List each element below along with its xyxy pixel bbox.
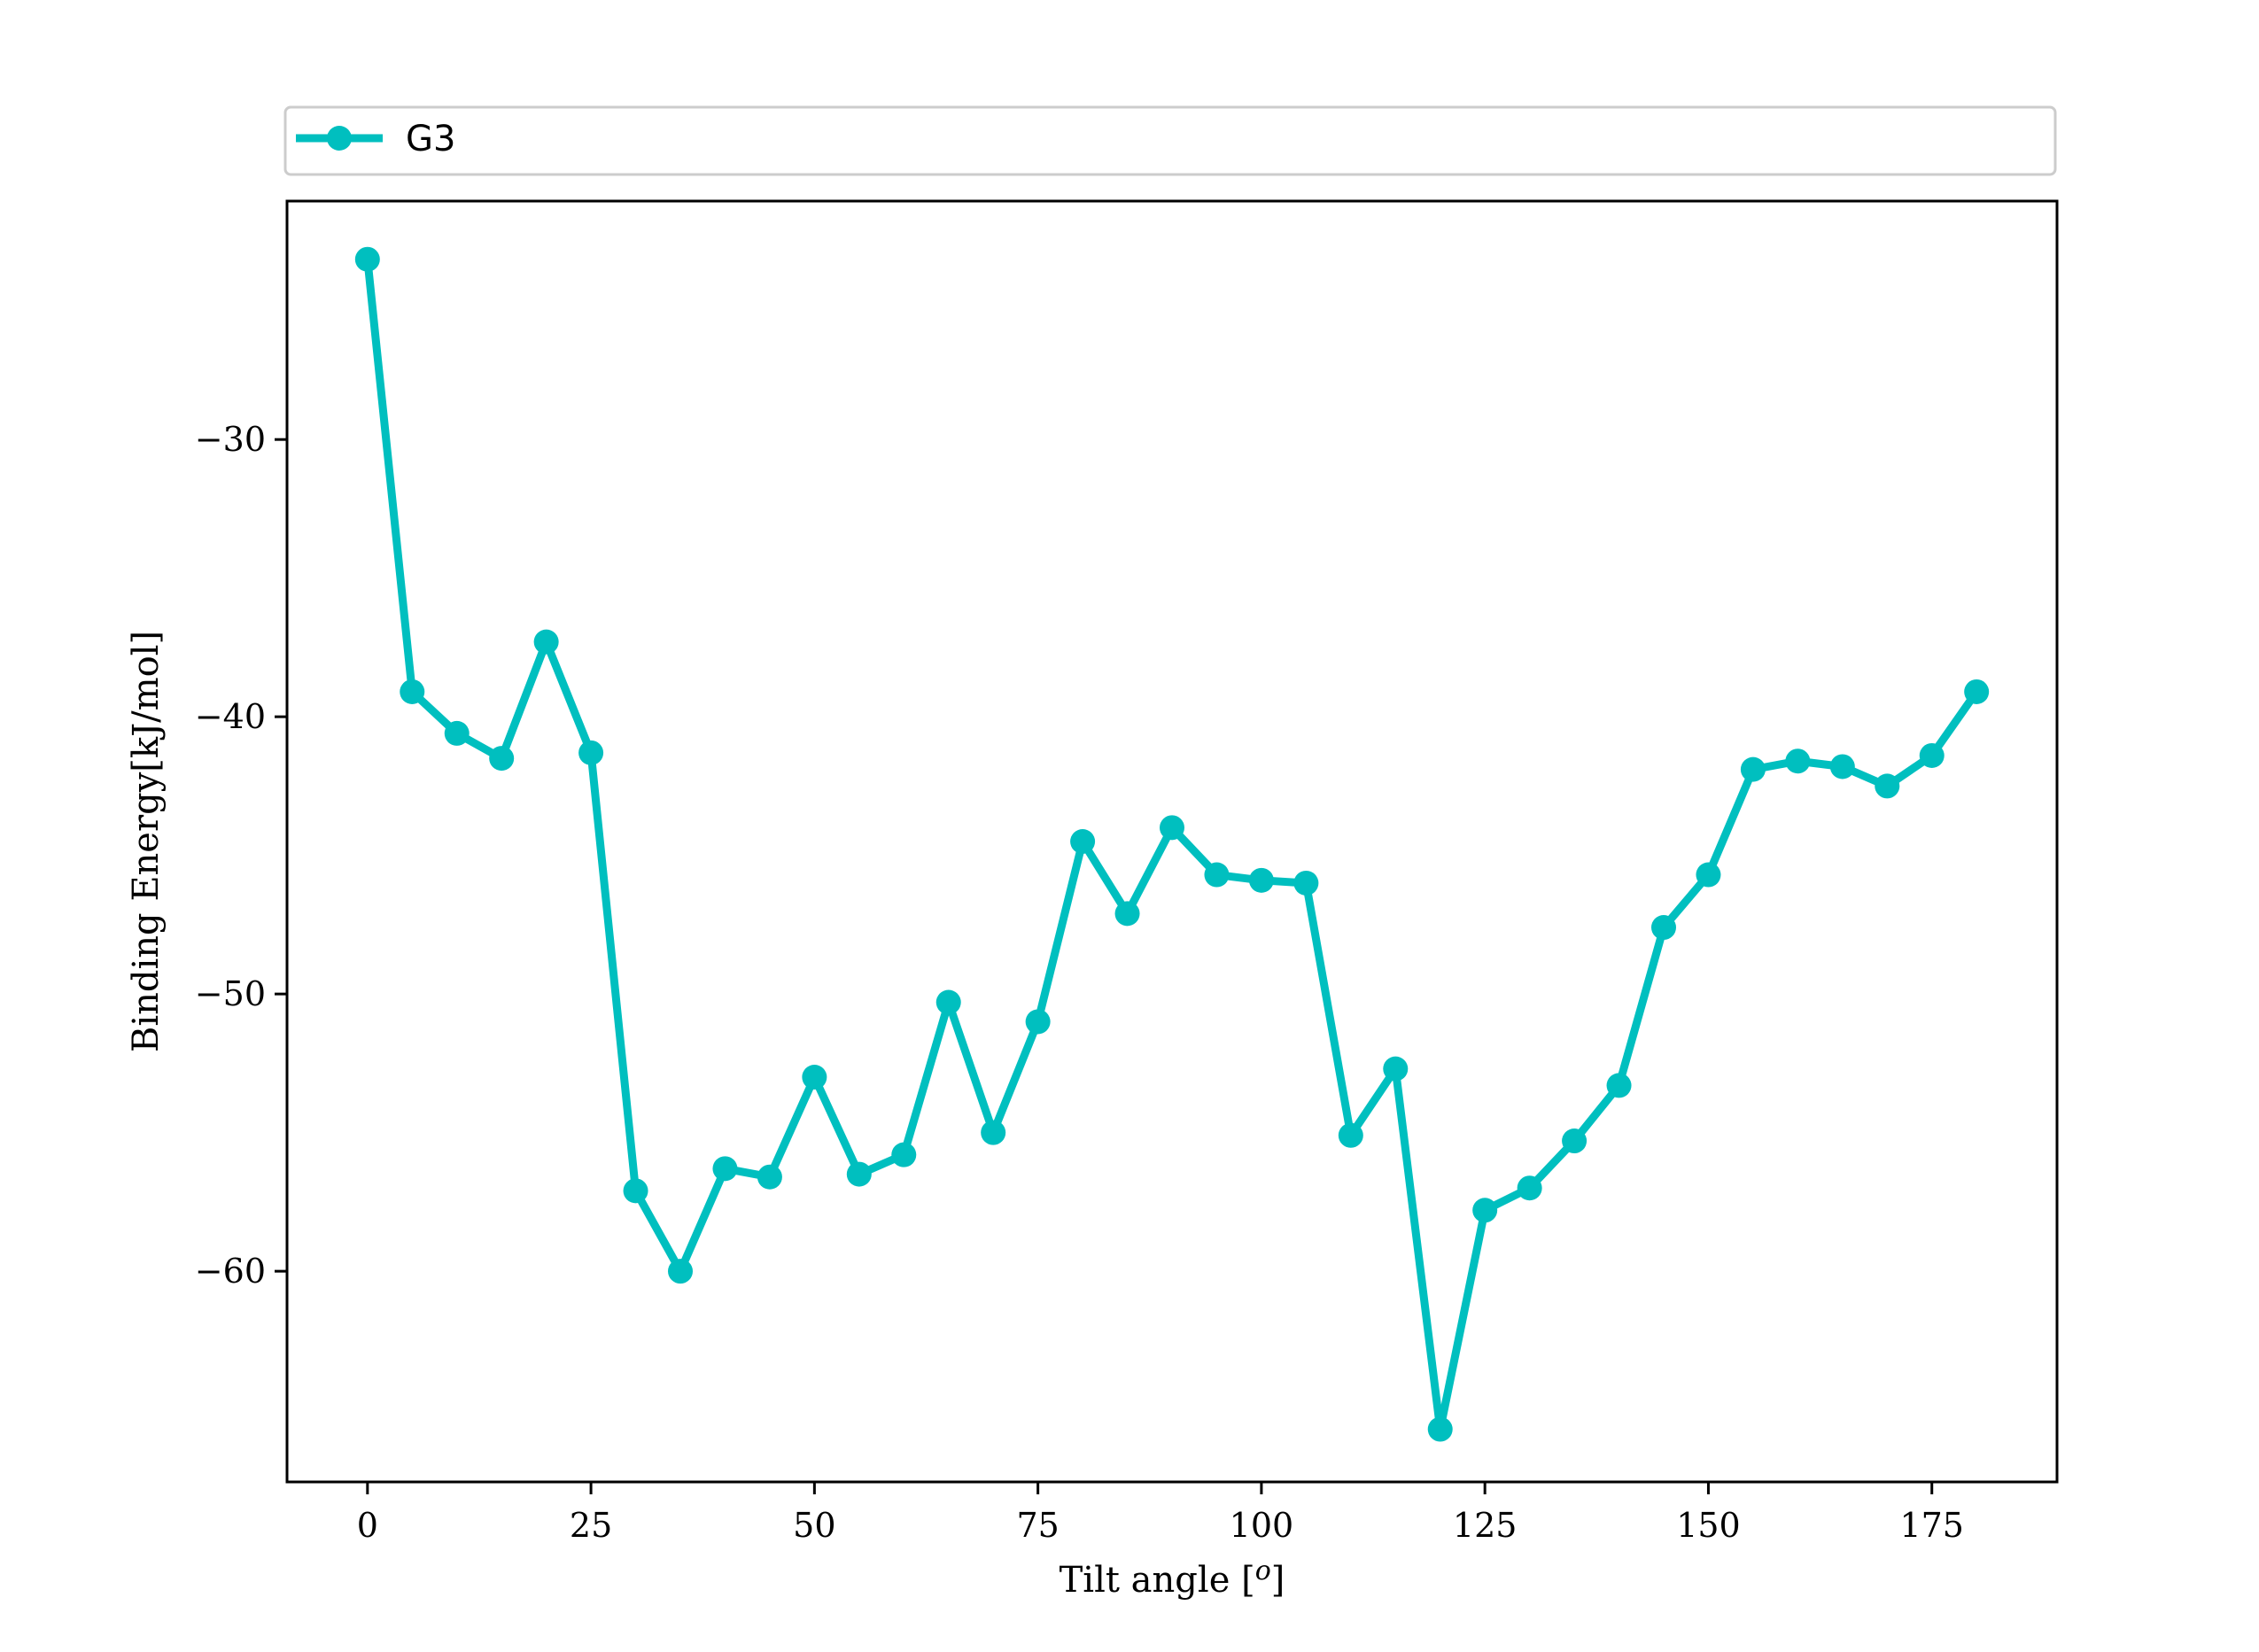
y-axis-ticks: −30 −40 −50 −60 — [195, 420, 287, 1291]
data-point — [757, 1164, 782, 1190]
y-tick-label: −40 — [195, 697, 266, 736]
data-point — [1696, 862, 1721, 888]
x-tick-label: 100 — [1230, 1506, 1294, 1545]
y-tick-label: −60 — [195, 1252, 266, 1291]
data-point — [1964, 679, 1990, 704]
legend-box — [283, 105, 2057, 176]
x-tick-label: 50 — [793, 1506, 835, 1545]
data-point — [489, 746, 515, 772]
legend-label-g3: G3 — [406, 119, 455, 159]
data-point — [354, 246, 380, 272]
data-point — [1025, 1009, 1051, 1035]
x-axis-title-before: Tilt angle [ — [1060, 1560, 1255, 1601]
legend-marker-g3 — [327, 126, 352, 151]
data-point — [1875, 773, 1900, 799]
data-point — [533, 629, 559, 655]
data-point — [1338, 1122, 1363, 1148]
data-point — [1829, 754, 1855, 779]
y-tick-label: −30 — [195, 420, 266, 459]
data-point — [1383, 1056, 1409, 1082]
data-point — [712, 1156, 738, 1182]
data-point — [1562, 1128, 1588, 1154]
data-point — [623, 1178, 648, 1204]
data-point — [1427, 1416, 1453, 1442]
series-group — [354, 246, 1990, 1442]
data-point — [1248, 867, 1274, 893]
x-axis-ticks: 0 25 50 75 100 125 150 175 — [357, 1482, 1964, 1545]
data-point — [802, 1065, 827, 1090]
data-point — [981, 1120, 1006, 1145]
data-point — [1114, 901, 1140, 927]
data-point — [1785, 748, 1811, 774]
data-point — [1472, 1198, 1498, 1223]
data-point — [846, 1161, 872, 1187]
x-axis-title-after: ] — [1271, 1560, 1285, 1601]
data-point — [578, 740, 604, 765]
data-point — [1160, 815, 1184, 841]
data-point — [1606, 1073, 1632, 1098]
plot-frame — [285, 199, 2059, 1484]
data-point — [444, 720, 470, 746]
data-point — [1651, 915, 1676, 941]
x-axis-title: Tilt angle [o] — [1060, 1555, 1285, 1601]
x-tick-label: 75 — [1016, 1506, 1059, 1545]
data-point — [1293, 870, 1319, 896]
data-point — [891, 1142, 917, 1167]
x-tick-label: 175 — [1899, 1506, 1964, 1545]
legend: G3 — [283, 105, 2057, 176]
x-tick-label: 150 — [1676, 1506, 1741, 1545]
data-point — [1740, 756, 1766, 782]
data-point — [935, 989, 961, 1015]
x-tick-label: 125 — [1453, 1506, 1518, 1545]
y-tick-label: −50 — [195, 974, 266, 1013]
data-point — [1204, 862, 1230, 888]
data-point — [1919, 742, 1945, 768]
data-point — [668, 1259, 693, 1284]
data-point — [1070, 829, 1096, 854]
x-tick-label: 25 — [570, 1506, 612, 1545]
y-axis-title: Binding Energy[kJ/mol] — [126, 631, 167, 1052]
x-axis-title-superscript: o — [1255, 1555, 1271, 1586]
data-point — [1517, 1175, 1542, 1201]
data-point — [400, 679, 425, 704]
x-tick-label: 0 — [357, 1506, 378, 1545]
